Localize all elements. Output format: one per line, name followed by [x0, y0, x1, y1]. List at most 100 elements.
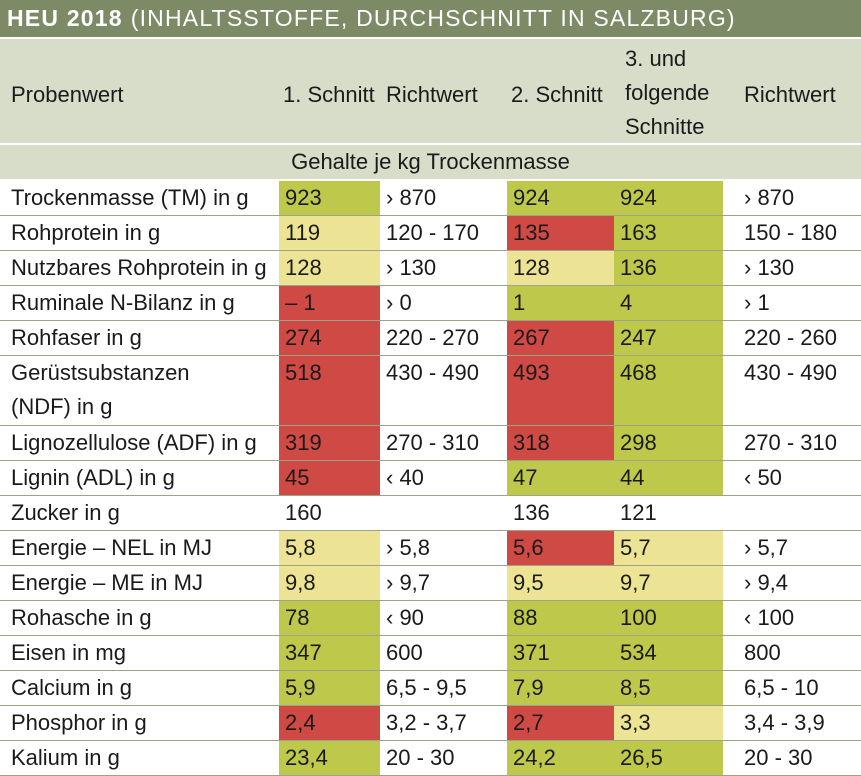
- header-probenwert: Probenwert: [11, 82, 124, 107]
- value-schnitt-1: 9,8: [279, 566, 380, 600]
- row-label-text: Zucker in g: [11, 500, 120, 525]
- row-label-text: Trockenmasse (TM) in g: [11, 185, 249, 210]
- richtwert-1: 6,5 - 9,5: [386, 675, 467, 700]
- value-schnitt-1: 160: [279, 496, 380, 530]
- row-label-text: Gerüstsubstanzen: [11, 360, 190, 385]
- richtwert-2: [738, 496, 861, 530]
- subheader-gehalte: Gehalte je kg Trockenmasse: [291, 149, 570, 174]
- row-label-text: Lignozellulose (ADF) in g: [11, 430, 257, 455]
- row-label-text: Rohasche in g: [11, 605, 152, 630]
- value-schnitt-3: 5,7: [614, 531, 723, 565]
- richtwert-1: › 870: [386, 185, 437, 210]
- row-label-text-line2: (NDF) in g: [11, 394, 113, 419]
- row-label: Eisen in mg: [5, 636, 277, 670]
- value-schnitt-1: 45: [279, 461, 380, 495]
- richtwert-1: ‹ 40: [386, 465, 424, 490]
- richtwert-1: › 5,8: [386, 535, 431, 560]
- row-label: Phosphor in g: [5, 706, 277, 740]
- header-schnitt-3-line2: folgende: [625, 80, 710, 105]
- richtwert-2: › 870: [744, 185, 795, 210]
- row-divider: [0, 740, 861, 741]
- value-schnitt-2: 136: [507, 496, 614, 530]
- header-schnitt-3-line3: Schnitte: [625, 114, 705, 139]
- value-schnitt-1: 2,4: [279, 706, 380, 740]
- value-schnitt-2: 1: [507, 286, 614, 320]
- subheader-band: [0, 145, 861, 179]
- row-label-text: Rohfaser in g: [11, 325, 142, 350]
- value-schnitt-3: 298: [614, 426, 723, 460]
- row-label: Rohprotein in g: [5, 216, 277, 250]
- richtwert-1: 220 - 270: [386, 325, 479, 350]
- row-label: Rohfaser in g: [5, 321, 277, 355]
- row-label-text: Ruminale N-Bilanz in g: [11, 290, 235, 315]
- value-schnitt-3: 4: [614, 286, 723, 320]
- row-label: Kalium in g: [5, 741, 277, 775]
- header-schnitt-3-line1: 3. und: [625, 46, 687, 71]
- value-schnitt-2: 5,6: [507, 531, 614, 565]
- value-schnitt-3: 44: [614, 461, 723, 495]
- row-label: Lignin (ADL) in g: [5, 461, 277, 495]
- richtwert-1: [380, 496, 505, 530]
- value-schnitt-2: 88: [507, 601, 614, 635]
- richtwert-1: 20 - 30: [386, 745, 455, 770]
- richtwert-1: 430 - 490: [386, 360, 479, 385]
- value-schnitt-2: 267: [507, 321, 614, 355]
- row-divider: [0, 285, 861, 286]
- row-label: Lignozellulose (ADF) in g: [5, 426, 277, 460]
- value-schnitt-1: 518: [279, 356, 380, 425]
- value-schnitt-2: 371: [507, 636, 614, 670]
- value-schnitt-3: 9,7: [614, 566, 723, 600]
- richtwert-2: 800: [744, 640, 781, 665]
- row-label-text: Phosphor in g: [11, 710, 147, 735]
- row-divider: [0, 530, 861, 531]
- value-schnitt-2: 47: [507, 461, 614, 495]
- richtwert-1: › 9,7: [386, 570, 431, 595]
- value-schnitt-1: 347: [279, 636, 380, 670]
- value-schnitt-2: 135: [507, 216, 614, 250]
- row-divider: [0, 460, 861, 461]
- value-schnitt-1: 119: [279, 216, 380, 250]
- row-label: Trockenmasse (TM) in g: [5, 181, 277, 215]
- row-label: Ruminale N-Bilanz in g: [5, 286, 277, 320]
- title-main: HEU 2018: [7, 5, 123, 31]
- row-label: Nutzbares Rohprotein in g: [5, 251, 277, 285]
- richtwert-1: › 130: [386, 255, 437, 280]
- richtwert-1: 3,2 - 3,7: [386, 710, 467, 735]
- richtwert-1: › 0: [386, 290, 412, 315]
- richtwert-2: 20 - 30: [744, 745, 813, 770]
- value-schnitt-3: 163: [614, 216, 723, 250]
- row-divider: [0, 425, 861, 426]
- value-schnitt-1: 128: [279, 251, 380, 285]
- value-schnitt-1: 274: [279, 321, 380, 355]
- value-schnitt-3: 136: [614, 251, 723, 285]
- title-sub: (INHALTSSTOFFE, DURCHSCHNITT IN SALZBURG…: [130, 5, 736, 31]
- richtwert-2: 6,5 - 10: [744, 675, 819, 700]
- value-schnitt-2: 318: [507, 426, 614, 460]
- header-richtwert-1: Richtwert: [386, 82, 478, 107]
- row-label: Calcium in g: [5, 671, 277, 705]
- richtwert-2: 220 - 260: [744, 325, 837, 350]
- richtwert-2: › 9,4: [744, 570, 789, 595]
- row-label-text: Nutzbares Rohprotein in g: [11, 255, 267, 280]
- table-title: HEU 2018 (INHALTSSTOFFE, DURCHSCHNITT IN…: [0, 0, 861, 37]
- value-schnitt-2: 24,2: [507, 741, 614, 775]
- richtwert-2: 430 - 490: [744, 360, 837, 385]
- value-schnitt-1: 319: [279, 426, 380, 460]
- row-divider: [0, 635, 861, 636]
- header-richtwert-2: Richtwert: [744, 82, 836, 107]
- row-label: Energie – NEL in MJ: [5, 531, 277, 565]
- row-label-text: Kalium in g: [11, 745, 120, 770]
- richtwert-2: 3,4 - 3,9: [744, 710, 825, 735]
- row-divider: [0, 250, 861, 251]
- row-divider: [0, 495, 861, 496]
- value-schnitt-1: 5,8: [279, 531, 380, 565]
- richtwert-1: 120 - 170: [386, 220, 479, 245]
- row-divider: [0, 705, 861, 706]
- row-label: Gerüstsubstanzen (NDF) in g: [5, 356, 277, 425]
- richtwert-2: 270 - 310: [744, 430, 837, 455]
- value-schnitt-2: 7,9: [507, 671, 614, 705]
- row-divider: [0, 670, 861, 671]
- richtwert-1: ‹ 90: [386, 605, 424, 630]
- richtwert-1: 270 - 310: [386, 430, 479, 455]
